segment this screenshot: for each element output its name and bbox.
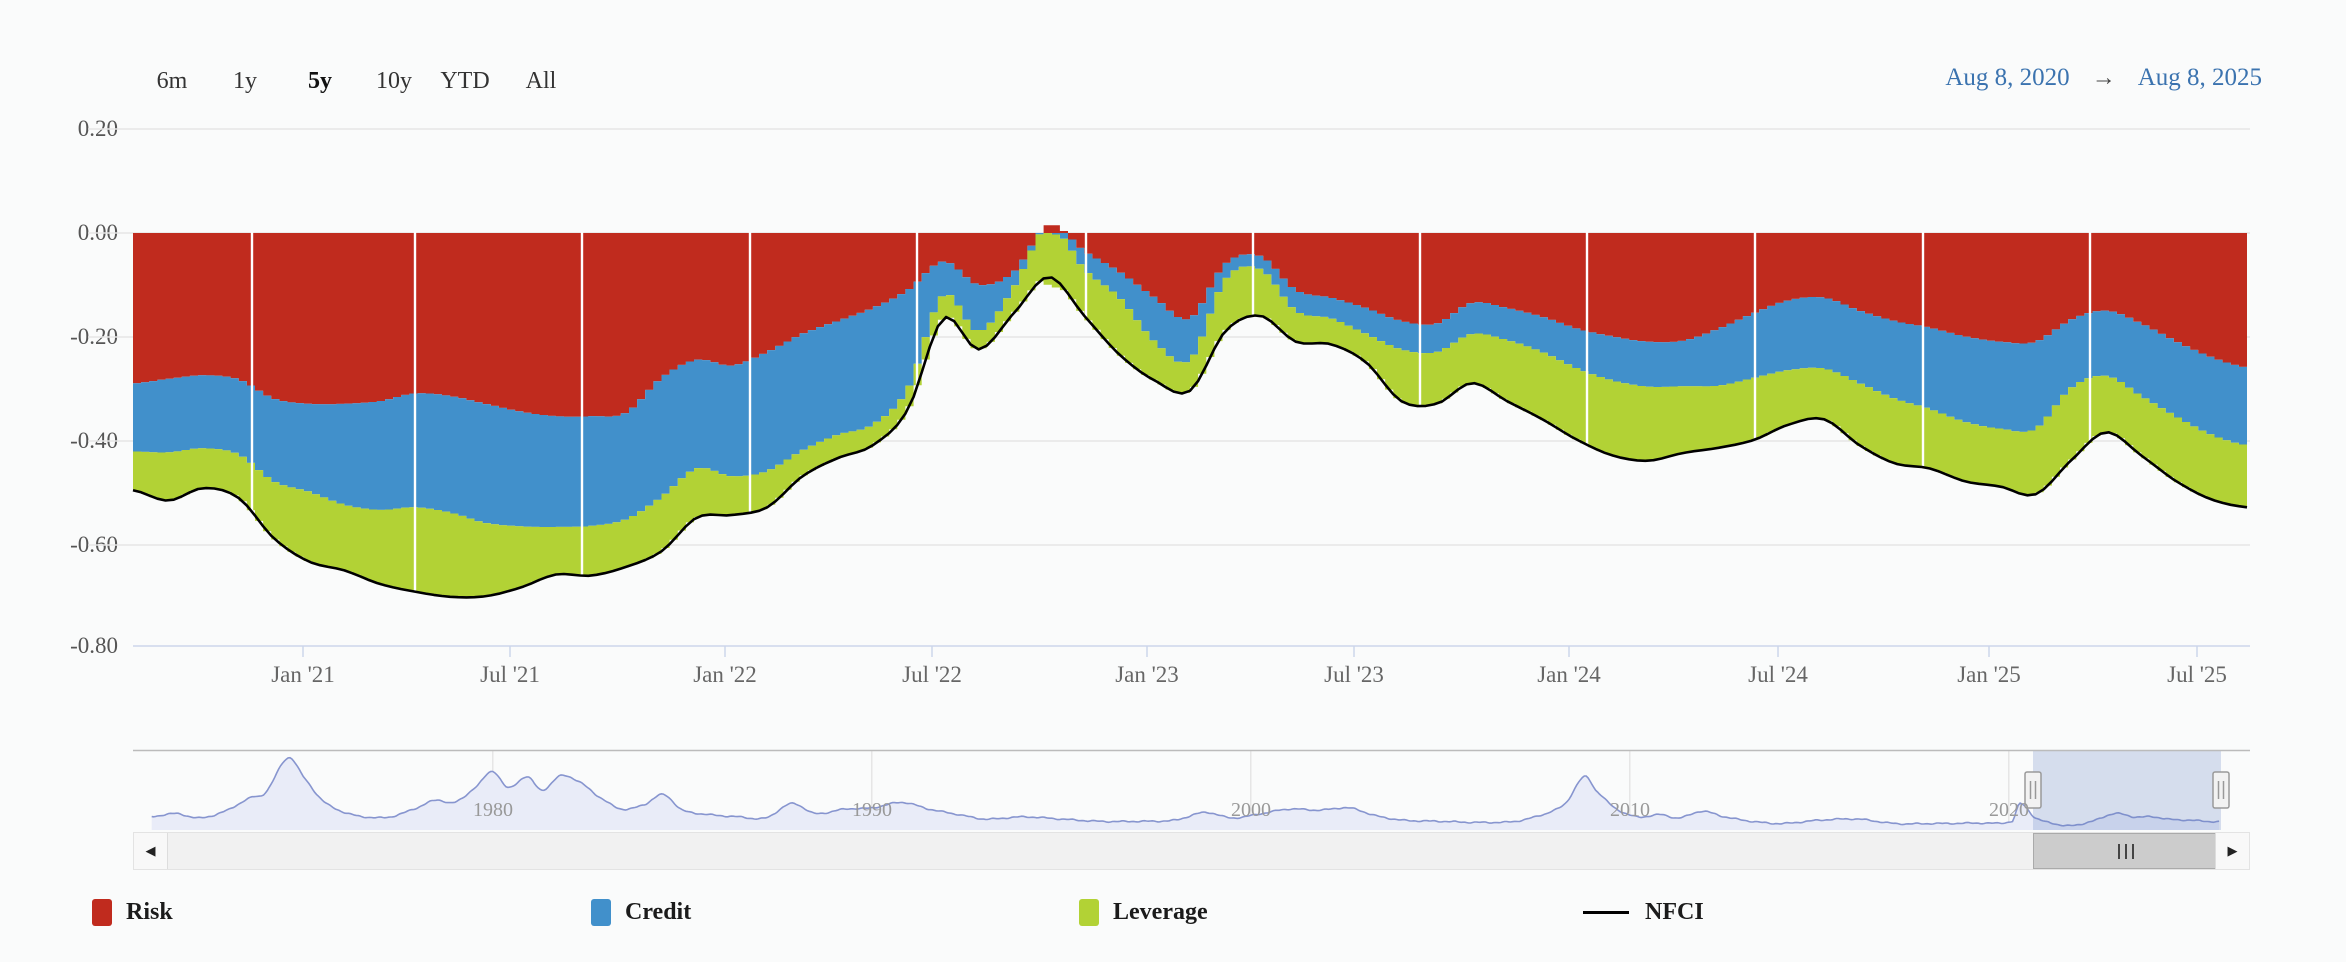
- scrollbar-left-icon: ◀: [145, 843, 156, 858]
- risk-swatch-icon: [92, 898, 112, 926]
- nfci-line-icon: [1583, 910, 1629, 914]
- navigator-decade-label: 2000: [1231, 799, 1271, 821]
- legend-item-nfci[interactable]: NFCI: [1583, 894, 1704, 930]
- navigator-decade-label: 2010: [1610, 799, 1650, 821]
- legend-label: Leverage: [1113, 898, 1208, 925]
- range-button-1y[interactable]: 1y: [233, 68, 257, 94]
- scrollbar-right-button[interactable]: ▶: [2215, 833, 2249, 869]
- date-from[interactable]: Aug 8, 2020: [1945, 64, 2070, 91]
- navigator-decade-label: 1990: [852, 799, 892, 821]
- range-button-all[interactable]: All: [525, 68, 557, 94]
- date-range: Aug 8, 2020 → Aug 8, 2025: [1945, 64, 2262, 92]
- leverage-swatch-icon: [1079, 898, 1099, 926]
- navigator-right-handle[interactable]: [2212, 771, 2230, 809]
- range-button-6m[interactable]: 6m: [156, 68, 188, 94]
- legend-label: Risk: [126, 898, 173, 925]
- legend-item-credit[interactable]: Credit: [591, 894, 691, 930]
- x-axis-label: Jul '23: [1324, 662, 1384, 687]
- legend-item-risk[interactable]: Risk: [92, 894, 173, 930]
- scrollbar-thumb[interactable]: [2033, 833, 2219, 869]
- scrollbar[interactable]: ◀ ▶: [133, 832, 2250, 870]
- x-axis-label: Jul '24: [1748, 662, 1808, 687]
- x-axis-label: Jul '25: [2167, 662, 2227, 687]
- range-button-ytd[interactable]: YTD: [440, 68, 490, 94]
- y-axis-label: -0.80: [70, 633, 118, 658]
- legend-item-leverage[interactable]: Leverage: [1079, 894, 1208, 930]
- range-button-5y[interactable]: 5y: [308, 68, 332, 94]
- x-axis-label: Jan '25: [1957, 662, 2021, 687]
- x-axis-label: Jul '21: [480, 662, 540, 687]
- navigator-selected-range[interactable]: [2033, 751, 2221, 830]
- x-axis-label: Jan '24: [1537, 662, 1601, 687]
- x-axis-label: Jul '22: [902, 662, 962, 687]
- scrollbar-right-icon: ▶: [2227, 843, 2238, 858]
- date-to[interactable]: Aug 8, 2025: [2137, 64, 2262, 91]
- range-button-10y[interactable]: 10y: [376, 68, 412, 94]
- x-axis-label: Jan '22: [693, 662, 757, 687]
- x-axis-label: Jan '21: [271, 662, 335, 687]
- x-axis-label: Jan '23: [1115, 662, 1179, 687]
- legend-label: Credit: [625, 898, 692, 925]
- navigator-left-handle[interactable]: [2024, 771, 2042, 809]
- arrow-right-icon: →: [2091, 64, 2116, 91]
- scrollbar-left-button[interactable]: ◀: [134, 833, 168, 869]
- navigator-decade-label: 2020: [1989, 799, 2029, 821]
- legend-label: NFCI: [1645, 898, 1704, 925]
- credit-swatch-icon: [591, 898, 611, 926]
- navigator-decade-label: 1980: [473, 799, 513, 821]
